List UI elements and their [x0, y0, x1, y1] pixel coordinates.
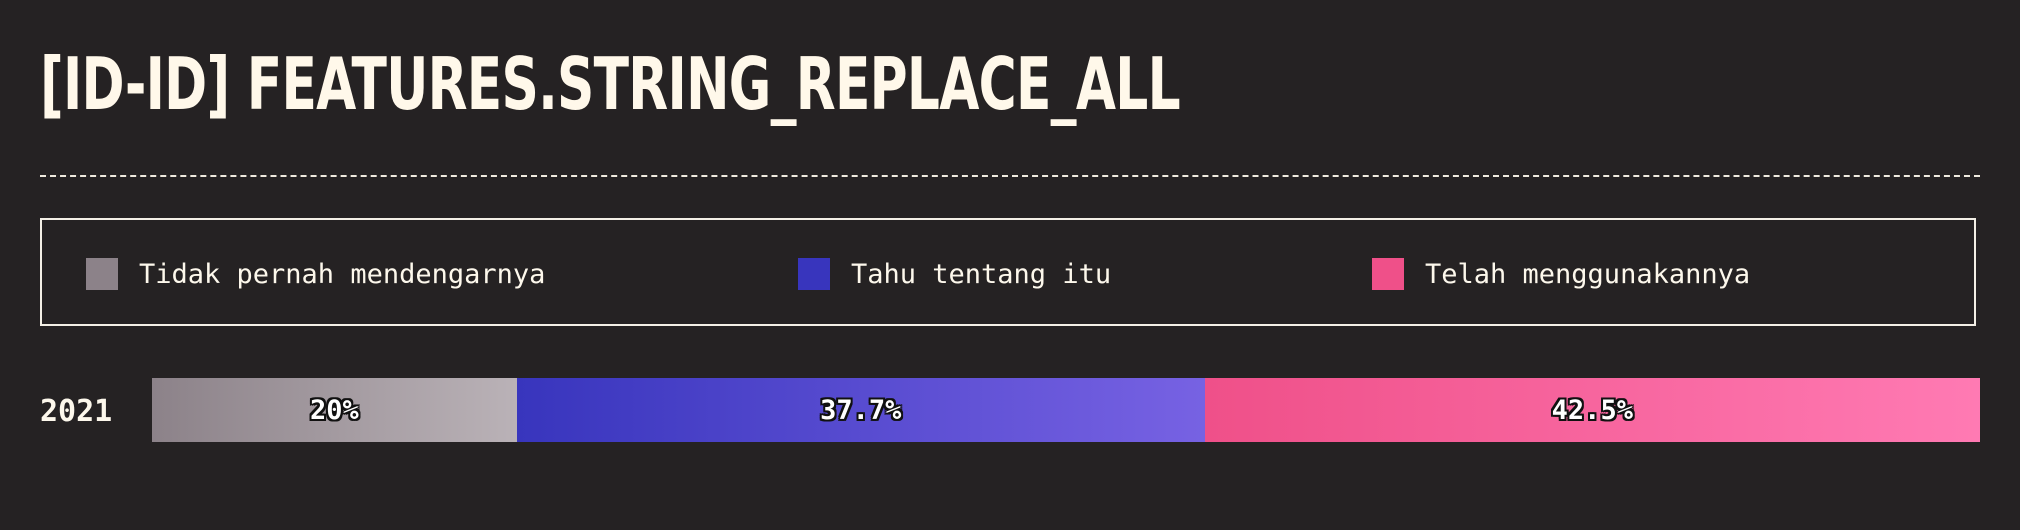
bar-segment-never-heard[interactable]: 20% — [152, 378, 517, 442]
chart-title: [ID-ID] FEATURES.STRING_REPLACE_ALL — [40, 36, 1180, 132]
stacked-bar-2021: 20% 37.7% 42.5% — [152, 378, 1980, 442]
bar-segment-know-about[interactable]: 37.7% — [517, 378, 1205, 442]
bar-segment-used-it[interactable]: 42.5% — [1205, 378, 1980, 442]
legend-swatch-never-heard — [86, 258, 118, 290]
legend-item-never-heard[interactable]: Tidak pernah mendengarnya — [86, 258, 545, 290]
row-label-2021: 2021 — [40, 382, 112, 442]
bar-segment-value-know-about: 37.7% — [820, 395, 901, 426]
legend-swatch-used-it — [1372, 258, 1404, 290]
legend-item-used-it[interactable]: Telah menggunakannya — [1372, 258, 1750, 290]
bar-segment-value-used-it: 42.5% — [1552, 395, 1633, 426]
legend-item-know-about[interactable]: Tahu tentang itu — [798, 258, 1111, 290]
legend-label-never-heard: Tidak pernah mendengarnya — [139, 259, 545, 290]
legend-swatch-know-about — [798, 258, 830, 290]
legend-label-know-about: Tahu tentang itu — [851, 259, 1111, 290]
legend-label-used-it: Telah menggunakannya — [1425, 259, 1750, 290]
legend: Tidak pernah mendengarnya Tahu tentang i… — [40, 218, 1976, 326]
title-divider — [40, 175, 1980, 177]
bar-segment-value-never-heard: 20% — [310, 395, 359, 426]
